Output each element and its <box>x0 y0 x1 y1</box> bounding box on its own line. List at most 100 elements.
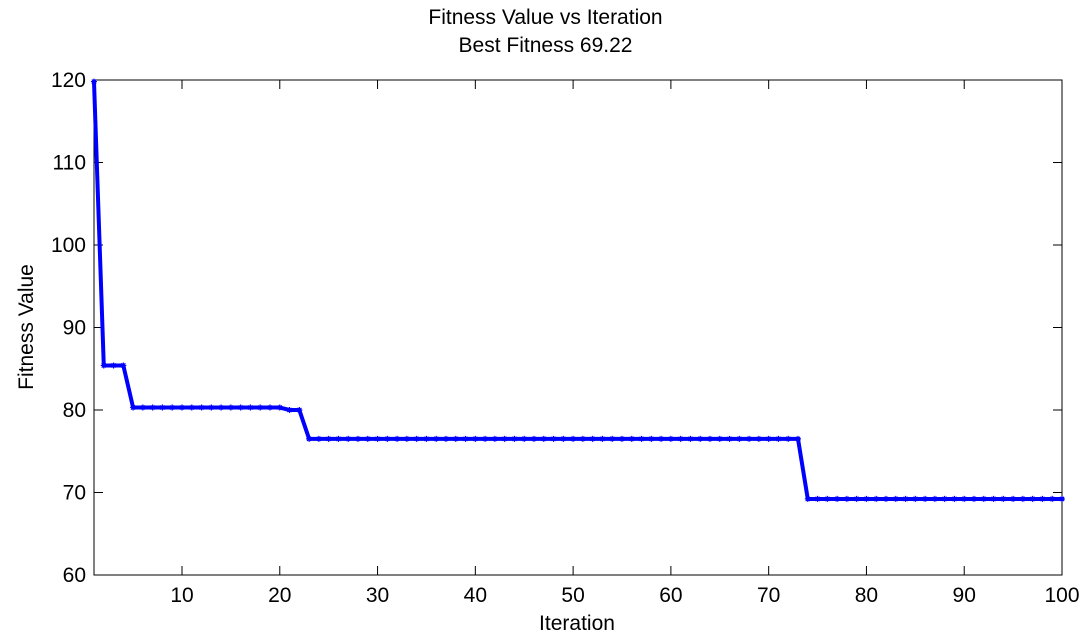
data-point <box>863 495 870 502</box>
data-point <box>1010 495 1017 502</box>
data-point <box>501 435 508 442</box>
data-point <box>824 495 831 502</box>
data-point <box>736 435 743 442</box>
data-point <box>755 435 762 442</box>
chart-subtitle: Best Fitness 69.22 <box>458 34 633 57</box>
data-point <box>560 435 567 442</box>
data-point <box>325 435 332 442</box>
x-tick-label: 50 <box>561 584 584 607</box>
data-point <box>873 495 880 502</box>
data-point <box>980 495 987 502</box>
data-point <box>609 435 616 442</box>
data-point <box>902 495 909 502</box>
y-tick-label: 110 <box>53 152 86 175</box>
data-point <box>130 404 137 411</box>
data-point <box>169 404 176 411</box>
data-point <box>423 435 430 442</box>
y-tick-label: 80 <box>63 399 86 422</box>
data-point <box>1039 495 1046 502</box>
data-point <box>697 435 704 442</box>
data-point <box>364 435 371 442</box>
data-point <box>462 435 469 442</box>
data-point <box>403 435 410 442</box>
y-tick-label: 90 <box>63 317 86 340</box>
data-point <box>257 404 264 411</box>
data-point <box>100 362 107 369</box>
data-point <box>276 404 283 411</box>
data-point <box>413 435 420 442</box>
data-point <box>540 435 547 442</box>
data-point <box>179 404 185 411</box>
data-point <box>892 495 899 502</box>
data-point <box>716 435 723 442</box>
data-point <box>227 404 234 411</box>
data-point <box>677 435 684 442</box>
data-point <box>345 435 352 442</box>
data-point <box>746 435 753 442</box>
data-point <box>1059 495 1065 502</box>
data-point <box>315 435 322 442</box>
x-tick-label: 30 <box>366 584 389 607</box>
data-point <box>110 362 117 369</box>
data-point <box>208 404 215 411</box>
data-point <box>990 495 997 502</box>
data-point <box>775 435 782 442</box>
data-point <box>687 435 694 442</box>
data-point <box>306 435 313 442</box>
data-point <box>628 435 635 442</box>
data-point <box>521 435 528 442</box>
data-point <box>452 435 459 442</box>
y-tick-label: 100 <box>51 234 86 257</box>
data-point <box>237 404 244 411</box>
data-point <box>384 435 391 442</box>
x-tick-label: 10 <box>170 584 193 607</box>
data-point <box>335 435 342 442</box>
data-point <box>91 78 97 85</box>
data-point <box>267 404 273 411</box>
data-point <box>1049 495 1056 502</box>
data-point <box>511 435 518 442</box>
data-point <box>589 435 596 442</box>
data-point <box>550 435 557 442</box>
chart-title: Fitness Value vs Iteration <box>428 6 663 29</box>
y-tick-label: 120 <box>51 69 86 92</box>
data-point <box>853 495 860 502</box>
data-point <box>286 407 293 413</box>
data-point <box>218 404 225 411</box>
data-point <box>570 435 577 442</box>
y-tick-label: 60 <box>63 564 86 587</box>
x-tick-label: 40 <box>464 584 487 607</box>
data-point <box>726 435 733 442</box>
data-point <box>491 435 498 442</box>
data-point <box>785 435 792 442</box>
data-point <box>922 495 929 502</box>
y-axis-label: Fitness Value <box>15 264 38 390</box>
data-point <box>159 404 166 411</box>
data-point <box>149 404 156 411</box>
data-point <box>951 495 958 502</box>
data-point <box>912 495 919 502</box>
data-point <box>531 435 537 442</box>
data-point <box>188 404 195 411</box>
data-point <box>374 435 381 442</box>
data-point <box>814 495 821 502</box>
x-tick-label: 80 <box>855 584 878 607</box>
series-line <box>92 79 1064 501</box>
data-point <box>795 435 801 442</box>
data-point <box>198 404 205 411</box>
data-point <box>472 435 479 442</box>
data-point <box>139 404 146 411</box>
data-point <box>355 435 361 442</box>
data-point <box>883 495 889 502</box>
x-tick-label: 90 <box>953 584 976 607</box>
x-tick-label: 70 <box>757 584 780 607</box>
data-point <box>843 495 850 502</box>
y-tick-label: 70 <box>63 482 86 505</box>
data-point <box>1019 495 1026 502</box>
data-point <box>638 435 645 442</box>
data-point <box>443 435 449 442</box>
data-point <box>648 435 655 442</box>
data-point <box>394 435 401 442</box>
data-point <box>961 495 968 502</box>
